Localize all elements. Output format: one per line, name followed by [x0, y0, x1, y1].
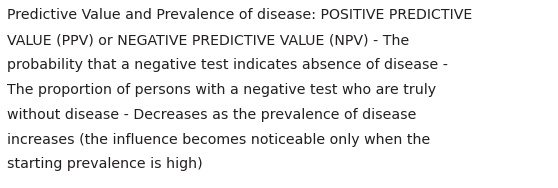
Text: probability that a negative test indicates absence of disease -: probability that a negative test indicat…	[7, 58, 448, 72]
Text: VALUE (PPV) or NEGATIVE PREDICTIVE VALUE (NPV) - The: VALUE (PPV) or NEGATIVE PREDICTIVE VALUE…	[7, 33, 410, 47]
Text: without disease - Decreases as the prevalence of disease: without disease - Decreases as the preva…	[7, 108, 417, 122]
Text: starting prevalence is high): starting prevalence is high)	[7, 157, 203, 171]
Text: The proportion of persons with a negative test who are truly: The proportion of persons with a negativ…	[7, 83, 436, 97]
Text: Predictive Value and Prevalence of disease: POSITIVE PREDICTIVE: Predictive Value and Prevalence of disea…	[7, 8, 473, 22]
Text: increases (the influence becomes noticeable only when the: increases (the influence becomes noticea…	[7, 133, 431, 146]
